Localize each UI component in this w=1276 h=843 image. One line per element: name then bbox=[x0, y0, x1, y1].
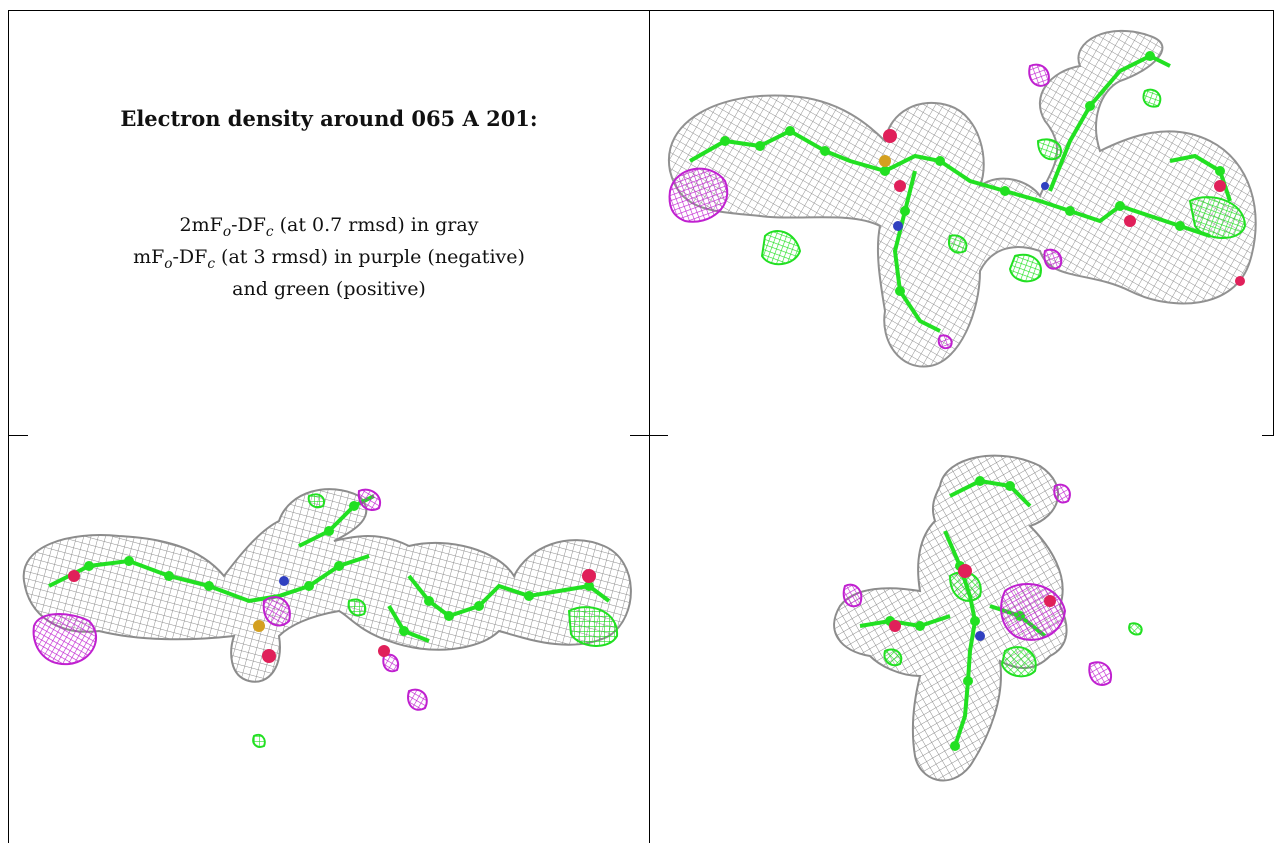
caption-cell: Electron density around 065 A 201: 2mFo-… bbox=[9, 11, 649, 435]
grid-horizontal-divider-left bbox=[8, 435, 28, 436]
density-view-3 bbox=[650, 436, 1273, 843]
density-view-1 bbox=[650, 11, 1273, 435]
caption-title: Electron density around 065 A 201: bbox=[120, 106, 538, 131]
density-image-2 bbox=[22, 488, 632, 748]
grid-vertical-divider bbox=[649, 10, 650, 843]
grid-right-border bbox=[1273, 10, 1274, 435]
legend-line-fo-fc: mFo-DFc (at 3 rmsd) in purple (negative) bbox=[133, 246, 525, 272]
density-image-1 bbox=[667, 29, 1257, 368]
grid-horizontal-divider-mid bbox=[630, 435, 668, 436]
grid-horizontal-divider-right bbox=[1262, 435, 1274, 436]
legend-line-positive: and green (positive) bbox=[232, 278, 426, 300]
legend-line-2fo-fc: 2mFo-DFc (at 0.7 rmsd) in gray bbox=[179, 214, 479, 240]
density-view-2 bbox=[9, 436, 649, 843]
grid-left-border bbox=[8, 10, 9, 843]
caption-legend: 2mFo-DFc (at 0.7 rmsd) in gray mFo-DFc (… bbox=[9, 211, 649, 304]
grid-top-border bbox=[8, 10, 1274, 11]
density-image-3 bbox=[833, 454, 1143, 782]
